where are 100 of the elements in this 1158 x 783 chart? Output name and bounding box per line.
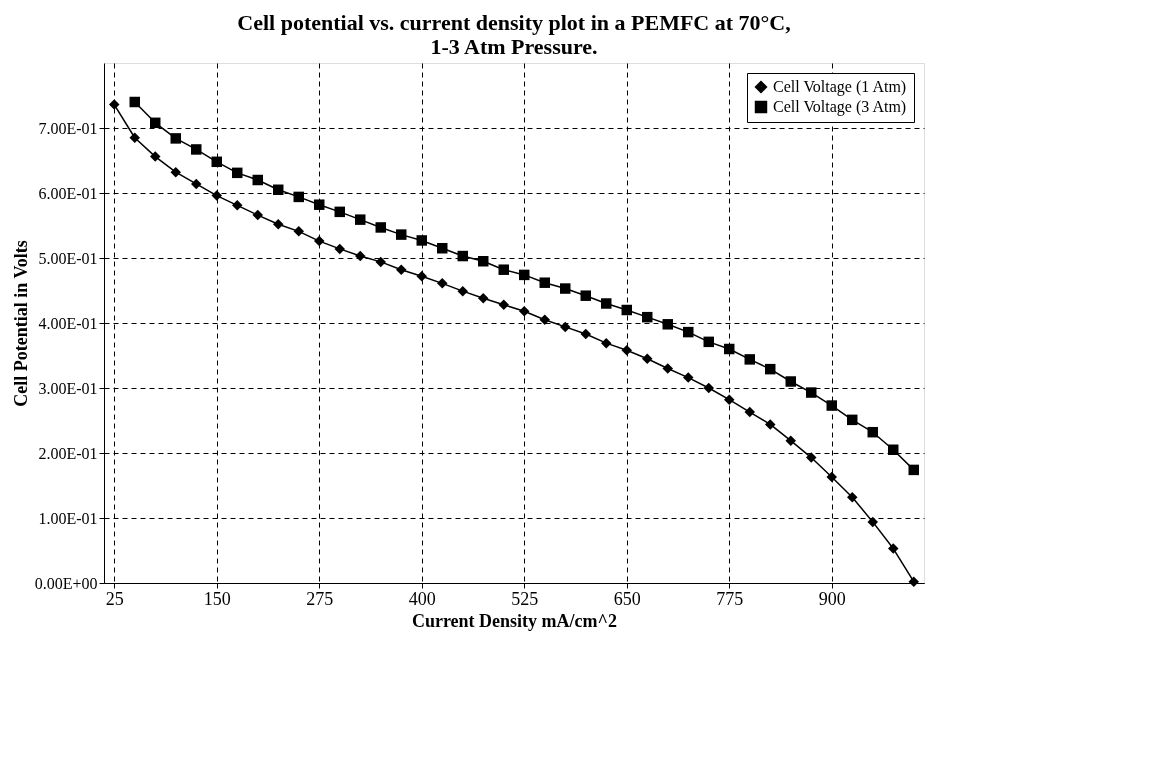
point (416, 235, 427, 246)
point (334, 206, 345, 218)
point (744, 406, 755, 418)
x-axis-title: Current Density mA/cm^2 (411, 610, 618, 631)
point (252, 209, 263, 221)
legend-label: Cell Voltage (1 Atm) (773, 78, 907, 96)
point (703, 336, 714, 348)
point (498, 299, 509, 311)
y-tick-label: 7.00E-01 (38, 119, 98, 137)
point (826, 400, 837, 411)
point (888, 444, 899, 455)
point (416, 270, 427, 282)
point (867, 516, 878, 528)
chart-title: Cell potential vs. current density plot in a PEMFC at 70°C, 1-3 Atm Pressure. (237, 10, 791, 59)
point (621, 304, 632, 316)
point (293, 191, 304, 203)
x-tick-label: 900 (818, 588, 846, 609)
point (888, 543, 899, 554)
point (170, 133, 181, 144)
point (170, 166, 181, 178)
point (498, 264, 509, 275)
point (724, 394, 735, 405)
point (785, 376, 796, 387)
x-tick-label: 775 (716, 588, 744, 609)
point (273, 218, 284, 230)
point (232, 167, 243, 179)
point (908, 464, 919, 476)
point (580, 290, 591, 301)
point (847, 491, 858, 503)
point (375, 222, 386, 233)
point (252, 174, 263, 186)
point (355, 214, 366, 225)
point (457, 250, 468, 262)
point (109, 99, 120, 110)
y-tick-label: 6.00E-01 (38, 184, 98, 202)
x-tick-label: 650 (613, 588, 641, 609)
point (806, 387, 817, 398)
x-tick-label: 275 (306, 588, 334, 609)
point (129, 96, 140, 108)
y-tick-label: 1.00E-01 (38, 509, 98, 527)
point (314, 199, 325, 210)
point (396, 229, 407, 240)
point (601, 298, 612, 309)
point (519, 306, 530, 317)
point (621, 345, 632, 356)
point (211, 190, 222, 201)
point (334, 243, 345, 255)
point (560, 321, 571, 333)
point (437, 278, 448, 289)
y-tick-label: 4.00E-01 (38, 314, 98, 332)
point (867, 426, 878, 438)
point (355, 250, 366, 262)
x-tick-label: 150 (203, 588, 231, 609)
point (642, 353, 653, 364)
point (806, 452, 817, 463)
point (560, 283, 571, 294)
point (908, 576, 919, 587)
point (765, 419, 776, 430)
point (662, 319, 673, 330)
y-tick-label: 5.00E-01 (38, 249, 98, 267)
point (191, 178, 202, 190)
point (703, 382, 714, 394)
point (396, 264, 407, 275)
point (457, 285, 468, 297)
point (437, 243, 448, 254)
point (191, 144, 202, 155)
point (580, 328, 591, 340)
point (724, 343, 735, 355)
y-tick-label: 2.00E-01 (38, 444, 98, 462)
point (150, 117, 161, 129)
point (129, 132, 140, 143)
point (375, 256, 386, 268)
point (683, 326, 694, 338)
point (478, 256, 489, 267)
point (478, 293, 489, 304)
y-tick-label: 3.00E-01 (38, 379, 98, 397)
legend-label: Cell Voltage (3 Atm) (773, 98, 907, 116)
point (601, 337, 612, 349)
point (744, 354, 755, 365)
point (683, 372, 694, 383)
y-axis-title: Cell Potential in Volts (10, 240, 31, 407)
x-tick-label: 400 (408, 588, 436, 609)
point (539, 277, 550, 288)
point (314, 235, 325, 247)
y-tick-label: 0.00E+00 (34, 574, 98, 592)
point (826, 471, 837, 483)
point (150, 151, 161, 162)
x-tick-label: 525 (511, 588, 539, 609)
point (642, 311, 653, 323)
point (539, 314, 550, 325)
x-tick-label: 25 (105, 588, 124, 609)
point (765, 363, 776, 375)
point (211, 156, 222, 168)
point (662, 363, 673, 374)
point (785, 435, 796, 446)
point (273, 184, 284, 195)
point (293, 226, 304, 237)
point (232, 200, 243, 211)
point (847, 414, 858, 426)
point (519, 269, 530, 281)
